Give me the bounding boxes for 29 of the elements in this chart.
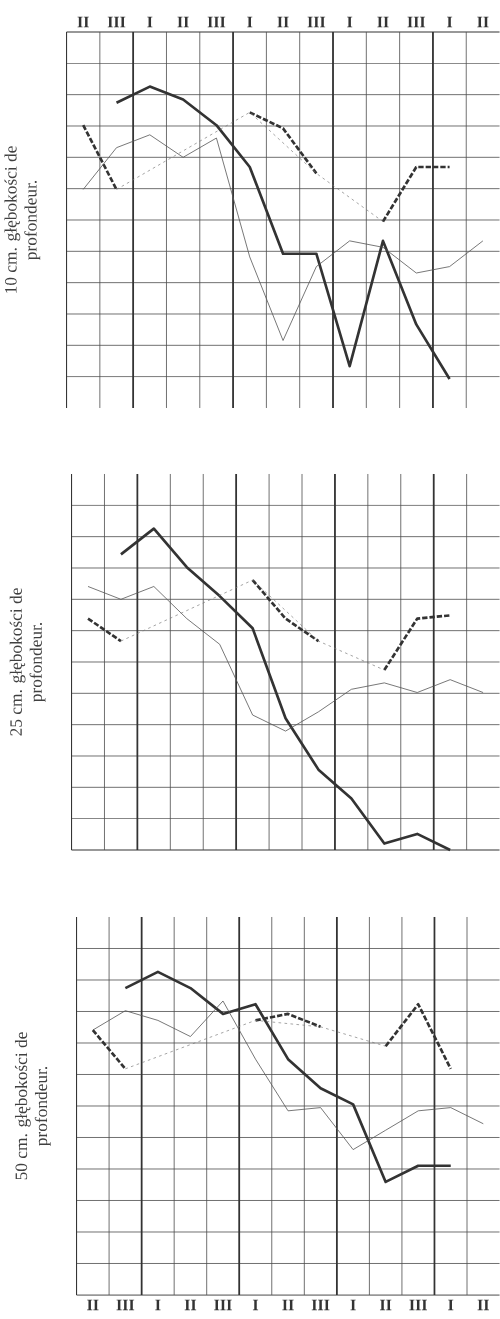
x-tick-label: I (446, 16, 453, 28)
y-axis-title: 50 cm. głębokości de profondeur. (14, 1032, 51, 1180)
y-axis-title: 25 cm. głębokości de profondeur. (9, 588, 46, 736)
x-tick-label: II (77, 16, 89, 28)
x-tick-label: I (252, 1299, 259, 1311)
x-tick-label: I (147, 16, 153, 28)
x-tick-label: II (87, 1299, 99, 1311)
x-tick-label: III (409, 1299, 427, 1311)
x-tick-label: I (350, 1299, 356, 1311)
x-tick-label: I (155, 1299, 161, 1311)
x-tick-label: II (477, 16, 489, 28)
x-tick-label: II (477, 1299, 489, 1311)
x-tick-label: III (407, 16, 426, 28)
x-tick-label: III (214, 1299, 232, 1311)
x-tick-label: II (282, 1299, 294, 1311)
x-tick-label: III (307, 16, 326, 28)
x-tick-label: II (177, 16, 189, 28)
x-tick-label: III (116, 1299, 135, 1311)
x-tick-label: I (347, 16, 353, 28)
x-tick-label: III (311, 1299, 330, 1311)
x-tick-label: II (377, 16, 389, 28)
x-tick-label: II (184, 1299, 197, 1311)
x-tick-label: I (247, 16, 253, 28)
x-tick-label: II (379, 1299, 392, 1311)
x-tick-label: II (277, 16, 289, 28)
y-axis-title: 10 cm. głębokości de profondeur. (4, 146, 41, 293)
x-tick-label: III (107, 16, 126, 28)
x-tick-label: I (448, 1299, 454, 1311)
x-tick-label: III (207, 16, 226, 28)
